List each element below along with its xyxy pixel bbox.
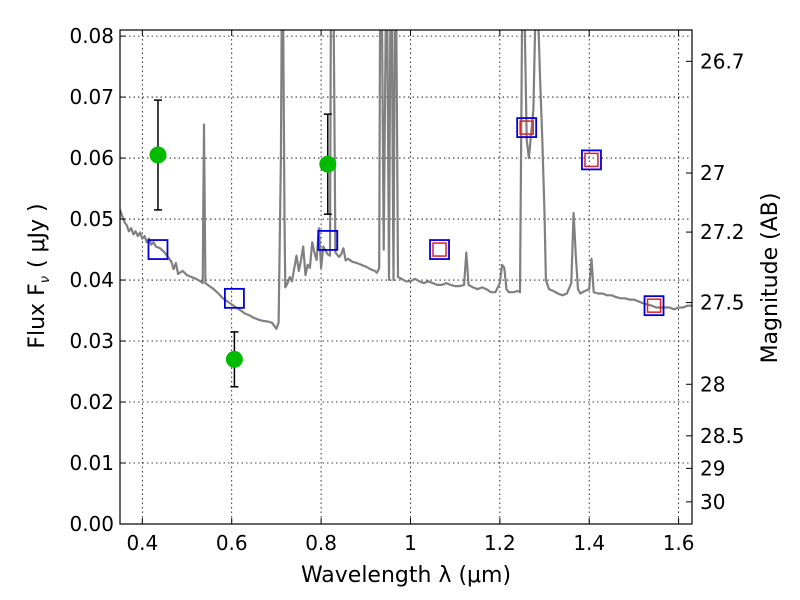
- model-point-inner: [519, 120, 534, 135]
- observed-point: [225, 350, 243, 368]
- model-point: [429, 239, 450, 260]
- model-point: [516, 117, 538, 138]
- x-tick-label: 1: [404, 531, 417, 555]
- y-tick-label: 0.01: [69, 451, 114, 475]
- y2-tick-label: 30: [700, 490, 725, 514]
- model-spectrum: [120, 30, 692, 330]
- x-axis-ticks: 0.4 0.6 0.8 1 1.2 1.4 1.6: [126, 30, 695, 555]
- model-point: [643, 295, 665, 317]
- model-point-inner: [584, 152, 599, 168]
- x-tick-label: 1.6: [663, 531, 695, 555]
- model-point-inner: [432, 242, 447, 257]
- y-tick-label: 0.04: [69, 268, 114, 292]
- x-tick-label: 0.8: [305, 531, 337, 555]
- model-point: [223, 287, 245, 309]
- y2-tick-label: 28.5: [700, 424, 745, 448]
- y-tick-label: 0.03: [69, 329, 114, 353]
- x-tick-label: 0.6: [216, 531, 248, 555]
- observed-point: [319, 155, 337, 173]
- y-tick-label: 0.02: [69, 390, 114, 414]
- spectrum-line: [120, 30, 692, 330]
- y2-axis-ticks: 26.7 27 27.2 27.5 28 28.5 29 30: [686, 49, 745, 514]
- y2-tick-label: 28: [700, 372, 725, 396]
- model-point: [147, 239, 169, 260]
- model-photometry: [147, 117, 665, 317]
- observed-photometry: [149, 99, 337, 388]
- y-axis-label: Flux Fν( μJy ): [25, 203, 53, 348]
- y2-tick-label: 27.5: [700, 291, 745, 315]
- y2-tick-label: 26.7: [700, 49, 745, 73]
- y2-tick-label: 29: [700, 456, 725, 480]
- y-tick-label: 0.06: [69, 146, 114, 170]
- x-tick-label: 1.4: [573, 531, 605, 555]
- y-tick-label: 0.08: [69, 24, 114, 48]
- y-tick-label: 0.07: [69, 85, 114, 109]
- observed-point: [149, 146, 167, 164]
- model-point-inner: [646, 298, 662, 313]
- y2-tick-label: 27.2: [700, 220, 745, 244]
- x-tick-label: 1.2: [484, 531, 516, 555]
- plot-frame: [119, 29, 693, 525]
- x-axis-label: Wavelength λ (μm): [301, 563, 511, 588]
- y-tick-label: 0.05: [69, 207, 114, 231]
- y2-axis-label: Magnitude (AB): [758, 193, 783, 364]
- y2-tick-label: 27: [700, 161, 725, 185]
- model-point: [581, 149, 602, 171]
- x-tick-label: 0.4: [126, 531, 158, 555]
- y-tick-label: 0.00: [69, 512, 114, 536]
- y-axis-ticks: 0.00 0.01 0.02 0.03 0.04 0.05 0.06 0.07 0.08: [69, 24, 126, 536]
- model-point: [317, 230, 339, 251]
